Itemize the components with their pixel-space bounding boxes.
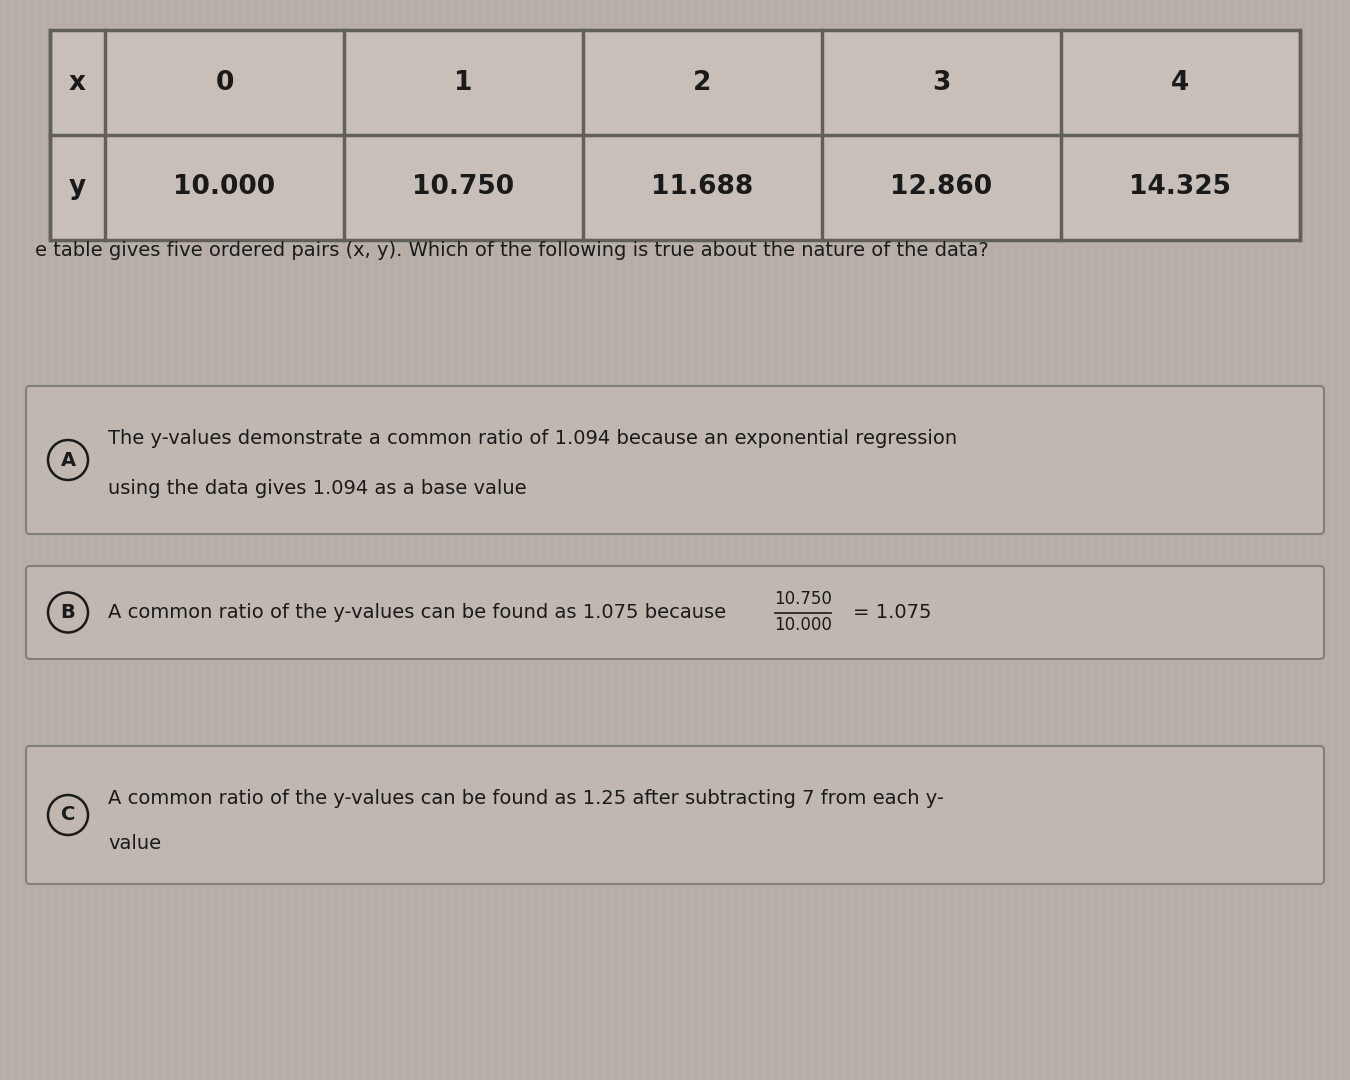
Text: B: B: [61, 603, 76, 622]
Text: 2: 2: [694, 69, 711, 95]
Text: 10.750: 10.750: [774, 591, 832, 608]
Text: The y-values demonstrate a common ratio of 1.094 because an exponential regressi: The y-values demonstrate a common ratio …: [108, 430, 957, 448]
Text: A: A: [61, 450, 76, 470]
Text: 10.000: 10.000: [774, 617, 832, 634]
FancyBboxPatch shape: [26, 566, 1324, 659]
FancyBboxPatch shape: [26, 746, 1324, 885]
Text: using the data gives 1.094 as a base value: using the data gives 1.094 as a base val…: [108, 478, 526, 498]
Text: 10.000: 10.000: [173, 175, 275, 201]
Text: value: value: [108, 834, 161, 853]
FancyBboxPatch shape: [26, 386, 1324, 534]
Text: y: y: [69, 175, 86, 201]
Text: 3: 3: [933, 69, 950, 95]
Text: 14.325: 14.325: [1130, 175, 1231, 201]
Text: 11.688: 11.688: [651, 175, 753, 201]
Text: 12.860: 12.860: [891, 175, 992, 201]
Text: e table gives five ordered pairs (x, y). Which of the following is true about th: e table gives five ordered pairs (x, y).…: [35, 241, 988, 259]
Text: 1: 1: [454, 69, 472, 95]
Text: x: x: [69, 69, 86, 95]
Bar: [50, 30, 1300, 240]
Text: 4: 4: [1172, 69, 1189, 95]
Text: 10.750: 10.750: [413, 175, 514, 201]
Text: A common ratio of the y-values can be found as 1.25 after subtracting 7 from eac: A common ratio of the y-values can be fo…: [108, 788, 944, 808]
Text: A common ratio of the y-values can be found as 1.075 because: A common ratio of the y-values can be fo…: [108, 603, 738, 622]
Text: 0: 0: [215, 69, 234, 95]
Text: = 1.075: = 1.075: [853, 603, 932, 622]
Text: C: C: [61, 806, 76, 824]
